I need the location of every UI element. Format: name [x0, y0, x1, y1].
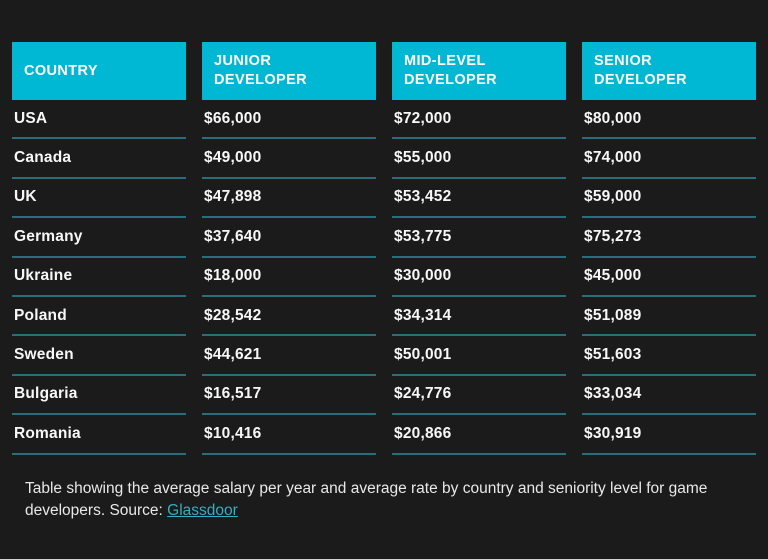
cell-junior-salary: $18,000 [202, 258, 376, 297]
cell-mid-salary: $50,001 [392, 336, 566, 376]
column-header-label: MID-LEVEL DEVELOPER [404, 53, 498, 88]
cell-mid-salary: $24,776 [392, 376, 566, 416]
cell-junior-salary: $16,517 [202, 376, 376, 416]
cell-junior-salary: $28,542 [202, 297, 376, 337]
salary-table: COUNTRY JUNIOR DEVELOPER MID-LEVEL DEVEL… [12, 42, 756, 522]
table-caption: Table showing the average salary per yea… [25, 478, 744, 522]
cell-country: USA [12, 100, 186, 140]
column-header-country: COUNTRY [12, 42, 186, 100]
cell-junior-salary: $37,640 [202, 218, 376, 258]
cell-senior-salary: $59,000 [582, 179, 756, 219]
column-header-label: SENIOR DEVELOPER [594, 53, 688, 88]
cell-senior-salary: $51,089 [582, 297, 756, 337]
cell-mid-salary: $34,314 [392, 297, 566, 337]
cell-junior-salary: $66,000 [202, 100, 376, 140]
cell-mid-salary: $53,775 [392, 218, 566, 258]
salary-grid: COUNTRY JUNIOR DEVELOPER MID-LEVEL DEVEL… [12, 42, 756, 455]
column-header-mid-level-developer: MID-LEVEL DEVELOPER [392, 42, 566, 100]
column-header-label: JUNIOR DEVELOPER [214, 53, 308, 88]
caption-text: Table showing the average salary per yea… [25, 479, 708, 519]
cell-junior-salary: $49,000 [202, 139, 376, 179]
column-header-senior-developer: SENIOR DEVELOPER [582, 42, 756, 100]
cell-mid-salary: $53,452 [392, 179, 566, 219]
cell-senior-salary: $45,000 [582, 258, 756, 297]
column-header-junior-developer: JUNIOR DEVELOPER [202, 42, 376, 100]
cell-country: Poland [12, 297, 186, 337]
cell-senior-salary: $51,603 [582, 336, 756, 376]
glassdoor-link[interactable]: Glassdoor [167, 501, 238, 519]
column-header-label: COUNTRY [24, 62, 98, 79]
cell-mid-salary: $20,866 [392, 415, 566, 455]
cell-country: Sweden [12, 336, 186, 376]
cell-junior-salary: $47,898 [202, 179, 376, 219]
cell-mid-salary: $72,000 [392, 100, 566, 140]
cell-senior-salary: $74,000 [582, 139, 756, 179]
cell-junior-salary: $10,416 [202, 415, 376, 455]
cell-junior-salary: $44,621 [202, 336, 376, 376]
cell-country: UK [12, 179, 186, 219]
cell-senior-salary: $30,919 [582, 415, 756, 455]
cell-country: Bulgaria [12, 376, 186, 416]
cell-country: Germany [12, 218, 186, 258]
cell-country: Romania [12, 415, 186, 455]
cell-mid-salary: $55,000 [392, 139, 566, 179]
cell-senior-salary: $80,000 [582, 100, 756, 140]
cell-mid-salary: $30,000 [392, 258, 566, 297]
cell-senior-salary: $75,273 [582, 218, 756, 258]
cell-senior-salary: $33,034 [582, 376, 756, 416]
cell-country: Ukraine [12, 258, 186, 297]
cell-country: Canada [12, 139, 186, 179]
